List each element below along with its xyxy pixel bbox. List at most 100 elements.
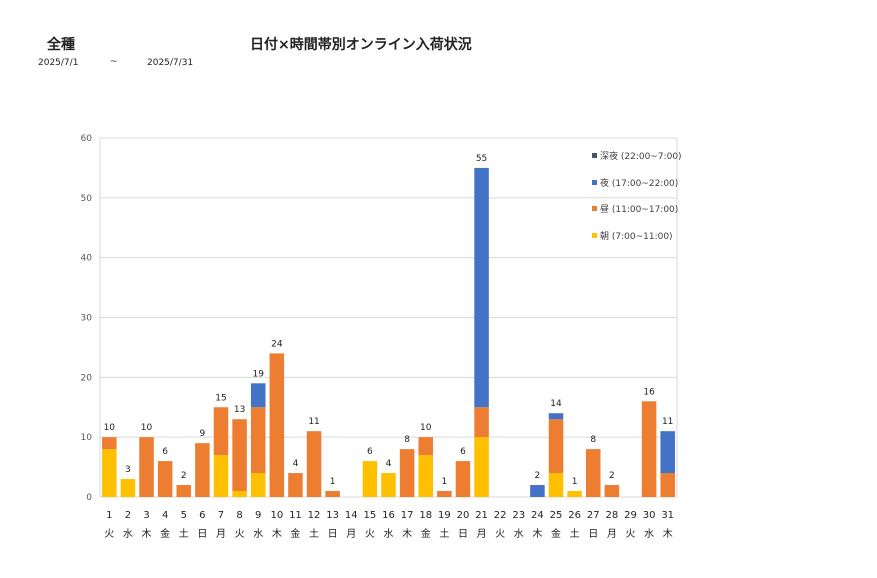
y-tick-label: 10 <box>81 433 93 443</box>
x-weekday-label: 木 <box>663 528 673 540</box>
data-label: 2 <box>535 471 541 481</box>
x-weekday-label: 水 <box>514 528 524 540</box>
x-tick-label: 14 <box>345 510 358 521</box>
y-tick-label: 40 <box>81 254 93 264</box>
x-weekday-label: 月 <box>216 528 226 540</box>
x-tick-label: 24 <box>531 510 544 521</box>
x-weekday-label: 日 <box>197 529 207 540</box>
bar-segment <box>641 401 657 497</box>
data-label: 2 <box>609 471 615 481</box>
legend-label: 夜 (17:00~22:00) <box>600 177 678 189</box>
data-label: 2 <box>181 471 187 481</box>
y-tick-label: 30 <box>81 314 93 324</box>
bar-segment <box>474 437 489 497</box>
x-tick-label: 28 <box>605 510 618 521</box>
x-tick-label: 21 <box>475 510 488 521</box>
legend-swatch <box>592 233 597 238</box>
data-label: 4 <box>293 459 299 469</box>
x-weekday-label: 木 <box>402 528 412 540</box>
x-tick-label: 11 <box>289 510 302 521</box>
x-weekday-label: 日 <box>458 529 468 540</box>
x-tick-label: 6 <box>199 510 205 521</box>
bar-segment <box>474 407 489 438</box>
x-weekday-label: 木 <box>532 528 542 540</box>
date-separator: ~ <box>110 57 118 67</box>
bar-segment <box>213 455 229 497</box>
x-tick-label: 13 <box>326 510 339 521</box>
x-tick-label: 15 <box>364 510 377 521</box>
x-tick-label: 8 <box>236 510 242 521</box>
x-tick-label: 12 <box>308 510 321 521</box>
x-tick-label: 29 <box>624 510 637 521</box>
legend-label: 昼 (11:00~17:00) <box>600 204 678 215</box>
legend-swatch <box>592 206 597 211</box>
x-weekday-label: 月 <box>477 528 487 540</box>
bar-segment <box>325 491 340 497</box>
data-label: 1 <box>330 477 336 487</box>
bar-segment <box>157 461 173 497</box>
x-weekday-label: 土 <box>439 527 449 540</box>
x-weekday-label: 水 <box>253 528 263 540</box>
x-weekday-label: 木 <box>272 528 282 540</box>
data-label: 3 <box>125 465 131 475</box>
x-tick-label: 30 <box>643 510 656 521</box>
x-weekday-label: 土 <box>570 527 580 540</box>
bar-segment <box>195 443 210 497</box>
data-label: 16 <box>643 387 655 397</box>
x-weekday-label: 水 <box>384 528 394 540</box>
x-tick-label: 1 <box>106 510 112 521</box>
x-tick-label: 16 <box>382 510 395 521</box>
bar-segment <box>213 407 229 456</box>
x-tick-label: 26 <box>568 510 581 521</box>
x-tick-label: 23 <box>512 510 525 521</box>
x-weekday-label: 水 <box>644 528 654 540</box>
bar-segment <box>250 383 266 408</box>
bar-segment <box>102 437 117 450</box>
data-label: 6 <box>162 447 168 457</box>
x-tick-label: 17 <box>401 510 414 521</box>
bar-segment <box>120 479 136 497</box>
bar-segment <box>455 461 471 497</box>
legend-label: 深夜 (22:00~7:00) <box>600 150 682 162</box>
bar-segment <box>437 491 452 497</box>
x-weekday-label: 日 <box>588 529 598 540</box>
data-label: 6 <box>460 447 466 457</box>
legend-swatch <box>592 180 597 185</box>
x-weekday-label: 火 <box>104 528 114 540</box>
x-weekday-label: 火 <box>235 528 245 540</box>
x-tick-label: 19 <box>438 510 451 521</box>
data-label: 9 <box>200 429 206 439</box>
bar-segment <box>232 491 247 497</box>
legend-swatch <box>592 153 597 158</box>
data-label: 13 <box>234 405 245 415</box>
data-label: 1 <box>441 477 447 487</box>
x-weekday-label: 金 <box>160 527 170 540</box>
category-title: 全種 <box>47 37 75 53</box>
date-from: 2025/7/1 <box>38 58 79 68</box>
x-tick-label: 18 <box>419 510 432 521</box>
y-tick-label: 20 <box>81 373 93 383</box>
data-label: 4 <box>386 459 392 469</box>
bar-segment <box>567 491 582 497</box>
bar-segment <box>306 431 322 497</box>
data-label: 24 <box>271 339 283 349</box>
data-label: 14 <box>550 399 562 409</box>
data-label: 10 <box>141 423 153 433</box>
y-tick-label: 0 <box>86 493 92 503</box>
x-weekday-label: 金 <box>551 527 561 540</box>
bar-segment <box>585 449 601 497</box>
x-weekday-label: 月 <box>346 528 356 540</box>
bar-segment <box>474 167 489 408</box>
bar-segment <box>548 473 564 497</box>
bar-segment <box>548 413 564 420</box>
data-label: 10 <box>420 423 432 433</box>
bar-segment <box>604 485 620 497</box>
chart-title: 日付×時間帯別オンライン入荷状況 <box>250 37 472 53</box>
x-tick-label: 7 <box>218 510 224 521</box>
date-to: 2025/7/31 <box>147 58 194 68</box>
x-tick-label: 27 <box>587 510 600 521</box>
data-label: 1 <box>572 477 578 487</box>
bar-segment <box>660 431 675 474</box>
x-tick-label: 31 <box>661 510 674 521</box>
y-tick-label: 60 <box>81 134 93 144</box>
